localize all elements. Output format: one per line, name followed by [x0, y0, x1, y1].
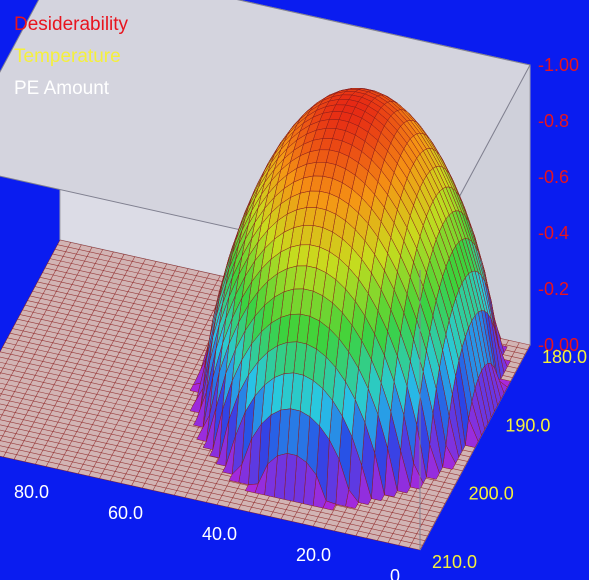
- floor-grid-line: [67, 266, 178, 472]
- floor-grid-line: [13, 254, 125, 460]
- pe-amount-axis-tick-label: 20.0: [296, 545, 331, 565]
- z-axis-tick-label: -1.00: [538, 55, 579, 75]
- surface-cell: [222, 436, 236, 475]
- surface-cell: [228, 463, 243, 483]
- legend-entry: PE Amount: [14, 78, 110, 99]
- floor-grid-line: [0, 445, 426, 541]
- floor-grid-line: [109, 275, 221, 481]
- z-axis-ticks: -0.00 -0.2 -0.4 -0.6 -0.8 -1.00: [538, 55, 579, 355]
- temperature-axis-tick-label: 180.0: [542, 347, 587, 367]
- floor-grid-line: [56, 263, 168, 470]
- floor-grid-line: [88, 270, 200, 477]
- pe-amount-axis-tick-label: 0: [390, 566, 400, 580]
- z-axis-tick-label: -0.4: [538, 223, 569, 243]
- legend-entry: Temperature: [14, 46, 121, 67]
- floor-grid-line: [0, 429, 433, 527]
- floor-grid-line: [0, 249, 103, 442]
- chart-legend: Desiderability Temperature PE Amount: [14, 14, 129, 99]
- surface-cell: [202, 408, 217, 451]
- z-axis-tick-label: -0.6: [538, 167, 569, 187]
- pe-amount-axis-tick-label: 80.0: [14, 482, 49, 502]
- surface-cell: [215, 419, 230, 467]
- z-axis-tick-label: -0.2: [538, 279, 569, 299]
- temperature-axis-tick-label: 200.0: [469, 484, 514, 504]
- floor-grid-line: [0, 244, 82, 398]
- surface-cell: [196, 415, 210, 442]
- floor-grid-line: [0, 434, 431, 532]
- surface-cell: [209, 410, 223, 459]
- floor-grid-line: [35, 258, 146, 465]
- pe-amount-axis-tick-label: 60.0: [108, 503, 143, 523]
- floor-grid-line: [99, 273, 210, 479]
- surface-cell: [192, 392, 207, 428]
- pe-amount-axis-ticks: 020.040.060.080.0100.0: [14, 482, 400, 580]
- temperature-axis-tick-label: 190.0: [505, 415, 550, 435]
- floor-grid-line: [3, 251, 114, 458]
- surface-cell: [189, 388, 204, 414]
- temperature-axis-tick-label: 210.0: [432, 552, 477, 572]
- floor-grid-line: [0, 455, 421, 551]
- floor-grid-line: [0, 239, 61, 353]
- floor-grid-line: [77, 268, 189, 474]
- z-axis-tick-label: -0.00: [538, 335, 579, 355]
- temperature-axis-ticks: 180.0 190.0 200.0 210.0: [432, 347, 587, 572]
- legend-entry: Desiderability: [14, 14, 129, 35]
- floor-grid-line: [0, 450, 423, 546]
- floor-grid-line: [45, 261, 157, 467]
- pe-amount-axis-tick-label: 40.0: [202, 524, 237, 544]
- surface-mesh: [189, 88, 511, 511]
- z-axis-tick-label: -0.8: [538, 111, 569, 131]
- surface-cell: [244, 483, 259, 494]
- floor-grid-line: [120, 278, 232, 484]
- floor-grid-line: [0, 440, 428, 537]
- floor-grid-line: [24, 256, 136, 462]
- floor-grid-line: [0, 242, 71, 375]
- floor-grid-line: [0, 247, 93, 420]
